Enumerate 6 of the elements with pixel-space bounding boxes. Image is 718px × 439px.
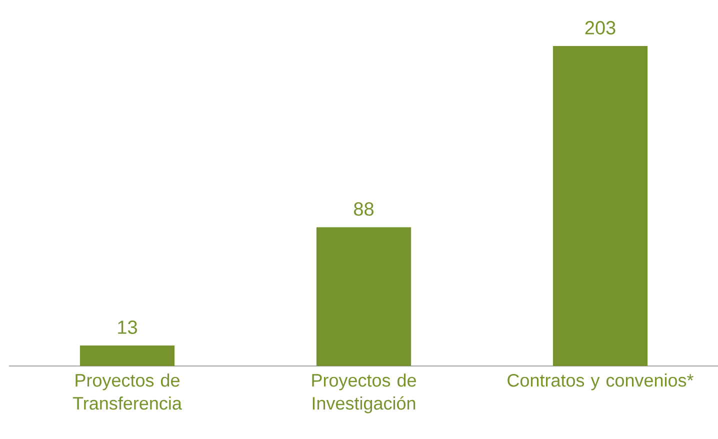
x-tick-label: Proyectos de Investigación — [312, 374, 416, 414]
data-label: 13 — [118, 320, 137, 334]
x-tick-label: Contratos y convenios* — [508, 374, 694, 390]
data-label: 203 — [585, 21, 616, 34]
data-label: 88 — [354, 202, 374, 216]
x-tick-label: Proyectos de Transferencia — [72, 374, 182, 410]
